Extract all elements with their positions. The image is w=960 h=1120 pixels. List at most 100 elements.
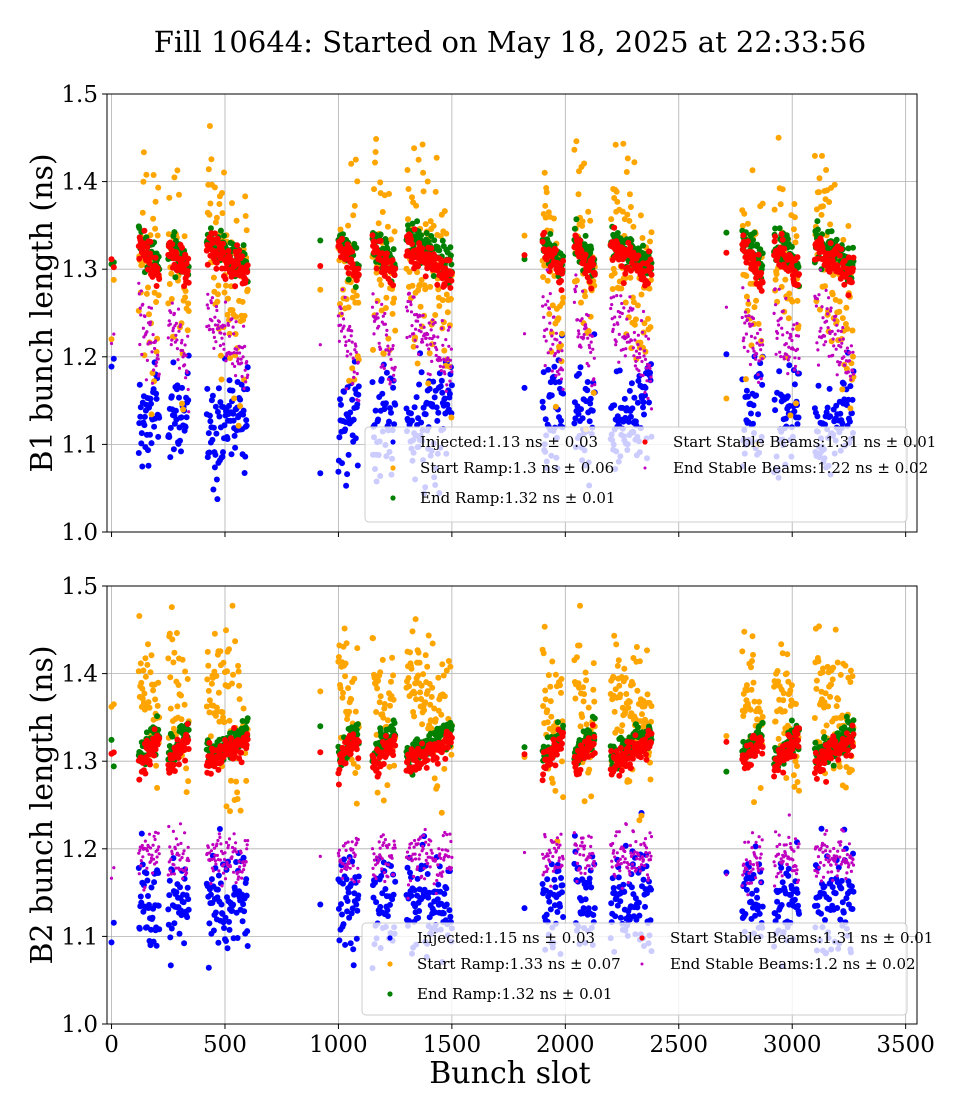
data-point (375, 220, 382, 227)
data-point (814, 413, 821, 420)
data-point (542, 315, 546, 319)
data-point (387, 702, 393, 709)
data-point (371, 186, 377, 193)
data-point (590, 261, 597, 268)
data-point (779, 186, 786, 193)
data-point (575, 191, 582, 198)
data-point (648, 264, 654, 271)
data-point (557, 903, 563, 910)
data-point (392, 327, 399, 334)
data-point (137, 281, 141, 285)
data-point (235, 662, 242, 669)
data-point (771, 206, 778, 213)
data-point (182, 294, 189, 301)
data-point (373, 265, 380, 272)
data-point (145, 330, 149, 334)
data-point (545, 209, 552, 216)
data-point (335, 468, 342, 475)
data-point (547, 231, 554, 237)
data-point (384, 782, 391, 789)
data-point (239, 253, 246, 260)
data-point (577, 602, 583, 609)
data-point (611, 632, 618, 639)
data-point (379, 656, 386, 663)
data-point (440, 319, 444, 323)
data-point (153, 348, 160, 355)
data-point (552, 787, 559, 794)
data-point (640, 399, 647, 406)
data-point (230, 671, 237, 678)
data-point (753, 887, 760, 894)
data-point (204, 648, 211, 655)
data-point (614, 343, 618, 347)
data-point (384, 223, 391, 230)
data-point (372, 159, 378, 166)
data-point (145, 641, 151, 648)
data-point (165, 231, 172, 238)
data-point (154, 702, 161, 709)
data-point (836, 298, 843, 305)
data-point (166, 434, 173, 440)
data-point (784, 651, 791, 658)
data-point (346, 349, 350, 353)
data-point (850, 353, 856, 360)
data-point (178, 716, 185, 723)
data-point (110, 919, 117, 926)
data-point (337, 339, 341, 343)
data-point (579, 714, 586, 720)
data-point (137, 292, 141, 296)
data-point (577, 364, 584, 371)
data-point (167, 319, 171, 323)
data-point (144, 877, 151, 884)
data-point (176, 307, 181, 311)
data-point (788, 243, 795, 250)
data-point (410, 343, 417, 350)
data-point (223, 627, 229, 634)
data-point (548, 330, 555, 336)
data-point (546, 351, 550, 355)
data-point (430, 273, 437, 279)
data-point (155, 679, 162, 686)
data-point (849, 673, 856, 680)
data-point (153, 346, 157, 351)
data-point (354, 907, 361, 914)
data-point (782, 415, 789, 422)
data-point (343, 876, 350, 883)
data-point (589, 407, 596, 414)
data-point (344, 898, 351, 904)
data-point (108, 363, 115, 370)
data-point (642, 392, 648, 399)
data-point (558, 277, 564, 284)
data-point (843, 349, 848, 353)
data-point (241, 355, 245, 359)
data-point (143, 870, 150, 877)
data-point (428, 245, 435, 252)
data-point (432, 716, 439, 723)
data-point (428, 373, 432, 377)
y-tick-label: 1.1 (61, 432, 98, 458)
data-point (561, 387, 565, 391)
data-point (544, 277, 551, 284)
data-point (223, 282, 229, 289)
data-point (775, 336, 779, 340)
data-point (244, 380, 248, 384)
data-point (752, 843, 759, 850)
data-point (749, 658, 755, 664)
data-point (352, 284, 359, 290)
data-point (828, 228, 835, 235)
data-point (626, 387, 633, 394)
data-point (723, 351, 730, 358)
data-point (824, 404, 831, 411)
data-point (848, 883, 855, 890)
data-point (204, 261, 211, 268)
data-point (148, 320, 153, 324)
data-point (415, 914, 422, 921)
data-point (347, 940, 354, 947)
data-point (627, 274, 634, 281)
data-point (571, 225, 578, 232)
data-point (177, 884, 183, 891)
data-point (834, 347, 838, 351)
data-point (352, 708, 359, 715)
data-point (758, 328, 762, 332)
data-point (775, 913, 782, 920)
